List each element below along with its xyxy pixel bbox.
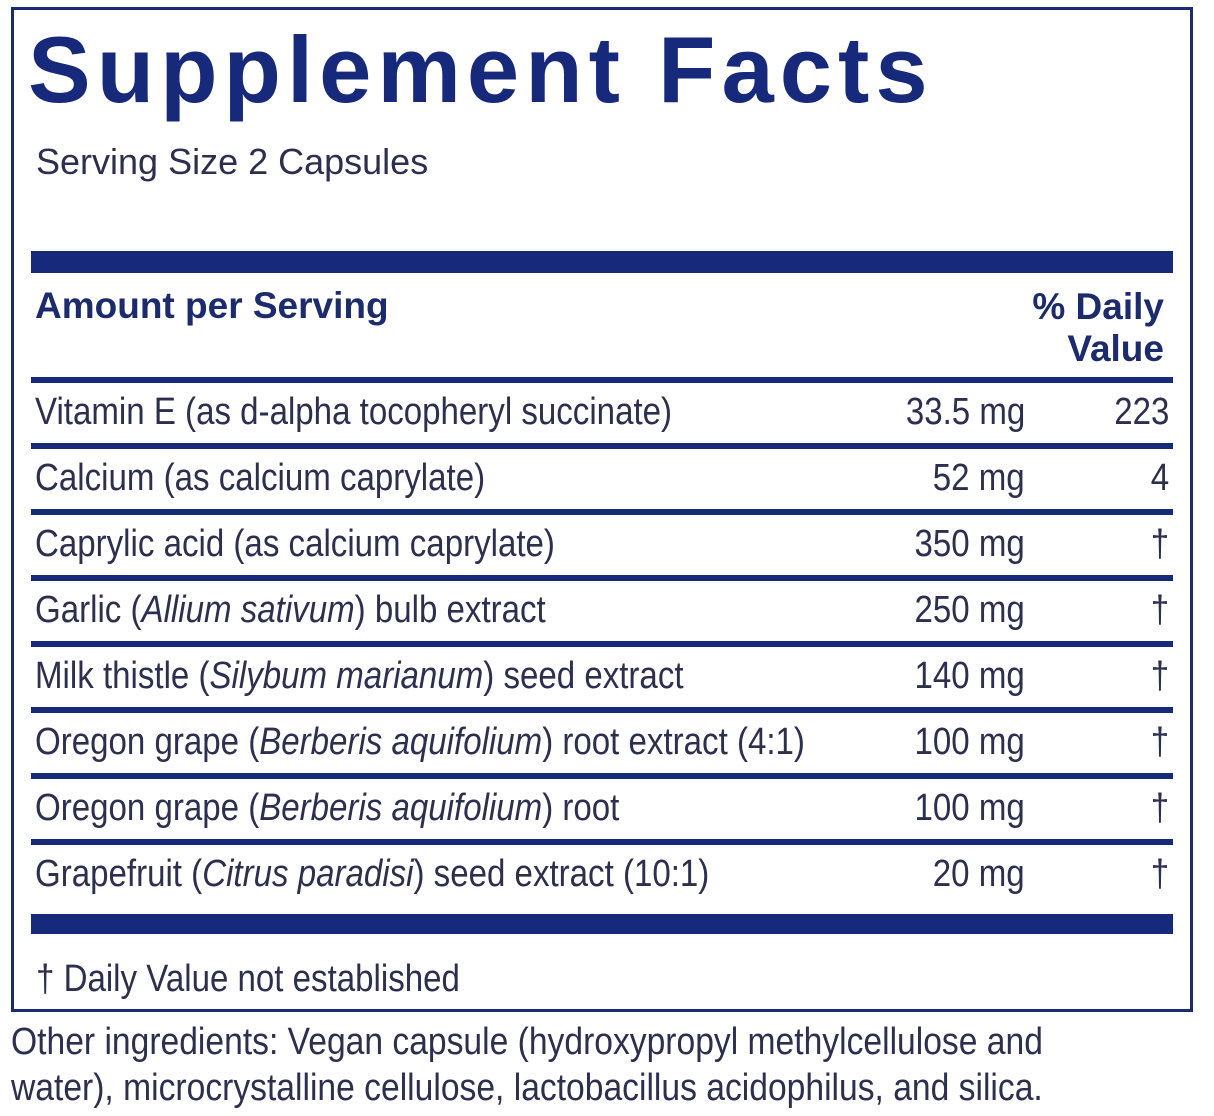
- supplement-facts-panel: Supplement Facts Serving Size 2 Capsules…: [11, 7, 1193, 1012]
- nutrient-table: Vitamin E (as d-alpha tocopheryl succina…: [31, 383, 1173, 905]
- table-row: Garlic (Allium sativum) bulb extract 250…: [31, 581, 1173, 647]
- ingredient-amount: 100 mg: [914, 721, 1025, 763]
- other-ingredients-line1: Other ingredients: Vegan capsule (hydrox…: [11, 1021, 1043, 1063]
- daily-value-header-line2: Value: [1067, 328, 1164, 369]
- table-row: Caprylic acid (as calcium caprylate) 350…: [31, 515, 1173, 581]
- ingredient-name: Calcium (as calcium caprylate): [35, 457, 486, 499]
- table-row: Oregon grape (Berberis aquifolium) root …: [31, 713, 1173, 779]
- ingredient-daily-value: 4: [1150, 457, 1169, 499]
- amount-per-serving-header: Amount per Serving: [35, 285, 389, 326]
- ingredient-name: Oregon grape (Berberis aquifolium) root …: [35, 721, 805, 763]
- thick-rule-top: [31, 251, 1173, 273]
- ingredient-amount: 33.5 mg: [905, 391, 1025, 433]
- ingredient-daily-value: †: [1150, 655, 1169, 697]
- other-ingredients: Other ingredients: Vegan capsule (hydrox…: [11, 1019, 1188, 1111]
- ingredient-amount: 52 mg: [933, 457, 1025, 499]
- ingredient-name: Vitamin E (as d-alpha tocopheryl succina…: [35, 391, 673, 433]
- table-row: Milk thistle (Silybum marianum) seed ext…: [31, 647, 1173, 713]
- ingredient-daily-value: †: [1150, 787, 1169, 829]
- ingredient-name: Milk thistle (Silybum marianum) seed ext…: [35, 655, 684, 697]
- ingredient-daily-value: 223: [1113, 391, 1169, 433]
- table-row: Oregon grape (Berberis aquifolium) root …: [31, 779, 1173, 845]
- thick-rule-bottom: [31, 914, 1173, 934]
- daily-value-footnote: † Daily Value not established: [36, 958, 460, 1000]
- table-row: Grapefruit (Citrus paradisi) seed extrac…: [31, 845, 1173, 905]
- daily-value-header-line1: % Daily: [1032, 286, 1164, 327]
- ingredient-amount: 100 mg: [914, 787, 1025, 829]
- daily-value-header: % Daily Value: [1032, 286, 1164, 370]
- ingredient-amount: 20 mg: [933, 853, 1025, 895]
- ingredient-daily-value: †: [1150, 589, 1169, 631]
- ingredient-daily-value: †: [1150, 853, 1169, 895]
- table-row: Calcium (as calcium caprylate) 52 mg 4: [31, 449, 1173, 515]
- other-ingredients-line2: water), microcrystalline cellulose, lact…: [11, 1067, 1043, 1109]
- ingredient-amount: 250 mg: [914, 589, 1025, 631]
- header-rule: [31, 377, 1173, 383]
- table-row: Vitamin E (as d-alpha tocopheryl succina…: [31, 383, 1173, 449]
- panel-title: Supplement Facts: [28, 17, 934, 122]
- ingredient-amount: 140 mg: [914, 655, 1025, 697]
- serving-size: Serving Size 2 Capsules: [36, 141, 429, 182]
- ingredient-name: Oregon grape (Berberis aquifolium) root: [35, 787, 620, 829]
- ingredient-amount: 350 mg: [914, 523, 1025, 565]
- ingredient-name: Garlic (Allium sativum) bulb extract: [35, 589, 546, 631]
- ingredient-daily-value: †: [1150, 523, 1169, 565]
- ingredient-name: Grapefruit (Citrus paradisi) seed extrac…: [35, 853, 710, 895]
- ingredient-name: Caprylic acid (as calcium caprylate): [35, 523, 555, 565]
- ingredient-daily-value: †: [1150, 721, 1169, 763]
